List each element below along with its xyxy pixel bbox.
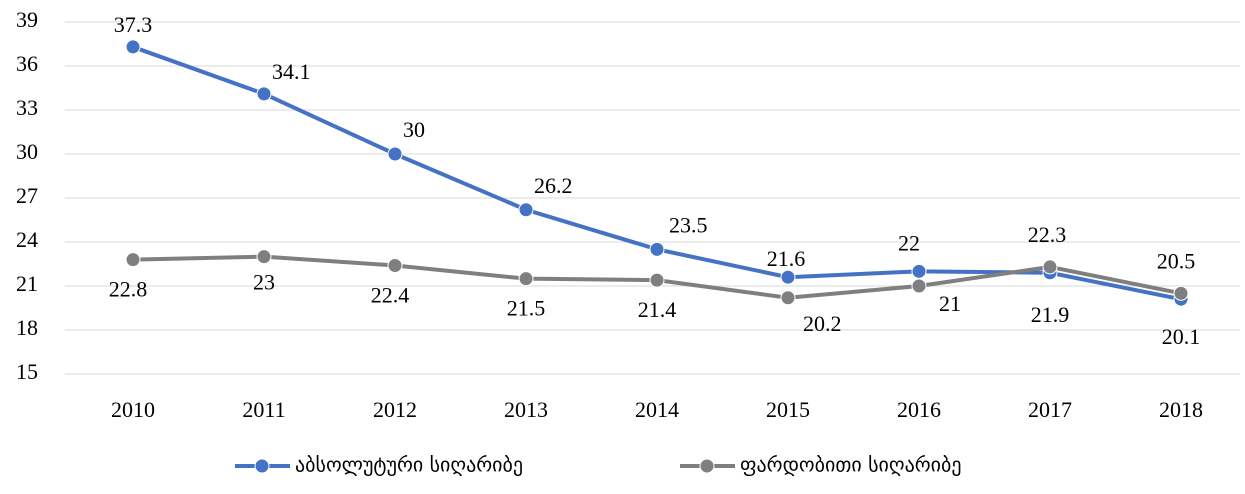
- marker: [780, 269, 796, 285]
- legend-marker: [254, 458, 270, 474]
- data-label: 22.3: [1028, 222, 1067, 247]
- marker: [256, 86, 272, 102]
- x-tick-label: 2012: [373, 397, 417, 422]
- y-tick-label: 21: [16, 271, 38, 296]
- legend-label: აბსოლუტური სიღარიბე: [295, 453, 523, 477]
- marker: [518, 202, 534, 218]
- data-label: 21.6: [767, 246, 806, 271]
- data-label: 22.8: [109, 277, 148, 302]
- marker: [125, 39, 141, 55]
- data-label: 30: [403, 117, 425, 142]
- y-tick-label: 39: [16, 7, 38, 32]
- data-label: 20.5: [1157, 248, 1196, 273]
- data-label: 22.4: [371, 283, 410, 308]
- marker: [518, 271, 534, 287]
- marker: [911, 278, 927, 294]
- data-label: 26.2: [534, 173, 573, 198]
- data-label: 21: [939, 291, 961, 316]
- data-label: 23.5: [669, 212, 708, 237]
- marker: [911, 263, 927, 279]
- data-label: 22: [898, 230, 920, 255]
- marker: [1042, 259, 1058, 275]
- marker: [649, 241, 665, 257]
- y-tick-label: 33: [16, 95, 38, 120]
- data-label: 21.5: [507, 296, 546, 321]
- x-tick-label: 2015: [766, 397, 810, 422]
- x-tick-label: 2011: [242, 397, 285, 422]
- x-tick-label: 2010: [111, 397, 155, 422]
- legend-label: ფარდობითი სიღარიბე: [740, 453, 962, 477]
- marker: [1173, 285, 1189, 301]
- marker: [125, 252, 141, 268]
- marker: [387, 257, 403, 273]
- data-label: 21.9: [1031, 302, 1070, 327]
- series-line: [132, 45, 1182, 302]
- y-tick-label: 30: [16, 139, 38, 164]
- marker: [256, 249, 272, 265]
- marker: [387, 146, 403, 162]
- data-label: 21.4: [638, 297, 677, 322]
- x-tick-label: 2017: [1028, 397, 1072, 422]
- data-label: 37.3: [114, 12, 153, 37]
- y-tick-label: 15: [16, 359, 38, 384]
- y-tick-label: 18: [16, 315, 38, 340]
- data-label: 34.1: [272, 59, 311, 84]
- data-label: 20.1: [1162, 324, 1201, 349]
- data-label: 23: [253, 270, 275, 295]
- legend-marker: [699, 458, 715, 474]
- marker: [649, 272, 665, 288]
- x-tick-label: 2013: [504, 397, 548, 422]
- x-tick-label: 2018: [1159, 397, 1203, 422]
- x-tick-label: 2014: [635, 397, 679, 422]
- data-label: 20.2: [803, 311, 842, 336]
- y-tick-label: 27: [16, 183, 38, 208]
- x-tick-label: 2016: [897, 397, 941, 422]
- y-tick-label: 24: [16, 227, 38, 252]
- marker: [780, 290, 796, 306]
- y-tick-label: 36: [16, 51, 38, 76]
